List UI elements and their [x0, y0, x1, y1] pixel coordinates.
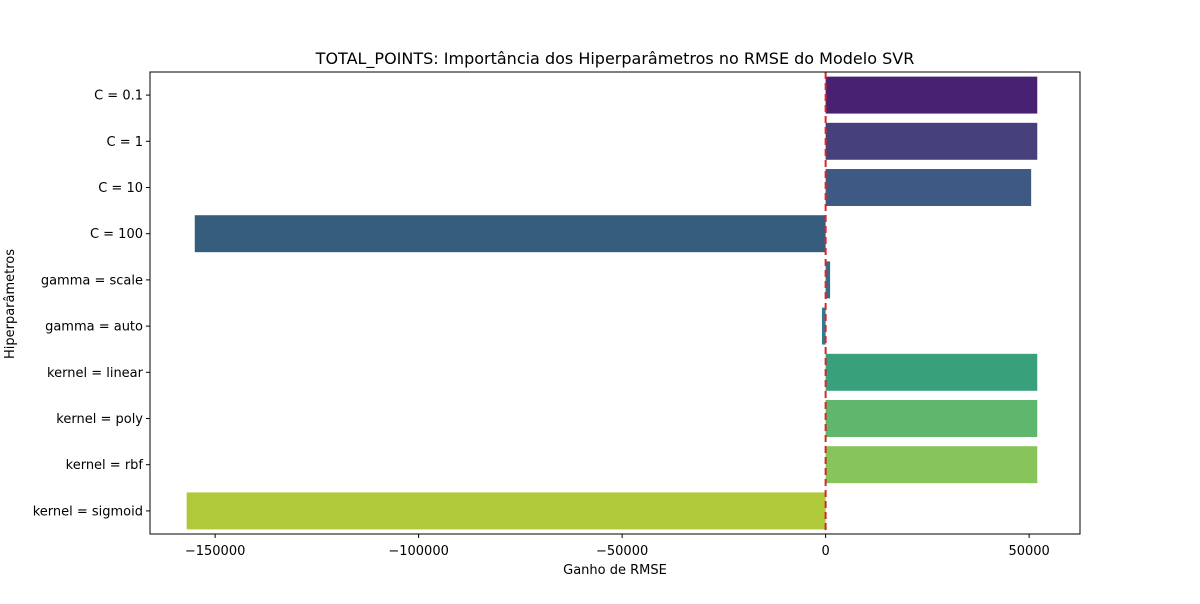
- y-tick-label: gamma = scale: [41, 273, 143, 288]
- bar: [194, 215, 826, 253]
- y-tick-label: gamma = auto: [45, 320, 143, 335]
- y-tick-label: kernel = poly: [56, 412, 143, 427]
- bar: [825, 400, 1038, 437]
- x-tick-label: 0: [821, 544, 829, 559]
- y-tick-label: C = 1: [106, 135, 143, 150]
- y-tick-label: C = 10: [98, 181, 143, 196]
- bar: [825, 76, 1038, 114]
- y-tick-label: C = 0.1: [94, 89, 143, 104]
- x-axis-label: Ganho de RMSE: [563, 563, 667, 578]
- bar: [825, 169, 1032, 206]
- y-tick-label: kernel = sigmoid: [33, 504, 143, 519]
- bar: [821, 307, 826, 345]
- bar: [186, 492, 826, 530]
- y-tick-label: kernel = linear: [47, 366, 144, 381]
- axes-layer: C = 0.1 C = 1 C = 10 C = 100 gamma = scale ga…: [33, 71, 1081, 559]
- bar: [825, 446, 1038, 484]
- x-tick-label: −100000: [388, 544, 449, 559]
- x-tick-label: 50000: [1008, 544, 1049, 559]
- bar: [825, 122, 1038, 160]
- plot-frame: [149, 71, 1081, 535]
- bar: [825, 261, 831, 299]
- bars-layer: [186, 76, 1038, 530]
- y-tick-label: C = 100: [90, 227, 143, 242]
- y-axis-label: Hiperparâmetros: [3, 249, 18, 359]
- y-tick-label: kernel = rbf: [66, 458, 144, 473]
- bar: [825, 353, 1038, 391]
- chart-title: TOTAL_POINTS: Importância dos Hiperparâm…: [315, 49, 915, 69]
- x-tick-label: −150000: [185, 544, 246, 559]
- x-tick-label: −50000: [596, 544, 648, 559]
